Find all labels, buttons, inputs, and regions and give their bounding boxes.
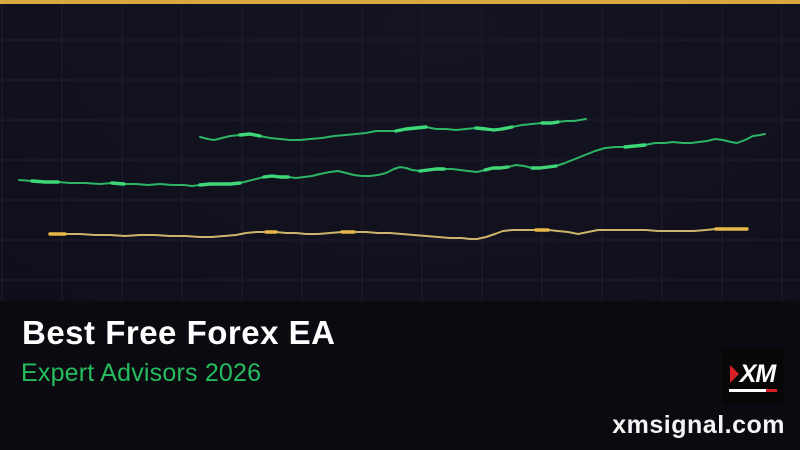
xm-logo-text: XM bbox=[739, 359, 776, 388]
top-accent-bar bbox=[0, 0, 800, 4]
chart-canvas bbox=[0, 4, 800, 301]
chart-panel bbox=[0, 0, 800, 301]
xm-logo-underline-red-tip bbox=[765, 388, 777, 392]
play-triangle-icon bbox=[729, 365, 739, 383]
xm-logo-underline bbox=[728, 388, 777, 392]
bottom-banner: Best Free Forex EA Expert Advisors 2026 … bbox=[0, 301, 800, 450]
website-url: xmsignal.com bbox=[612, 411, 785, 439]
xm-logo-row: XM bbox=[729, 359, 776, 388]
page-title: Best Free Forex EA bbox=[22, 314, 336, 351]
xm-logo: XM bbox=[722, 348, 783, 405]
page-subtitle: Expert Advisors 2026 bbox=[21, 359, 262, 387]
